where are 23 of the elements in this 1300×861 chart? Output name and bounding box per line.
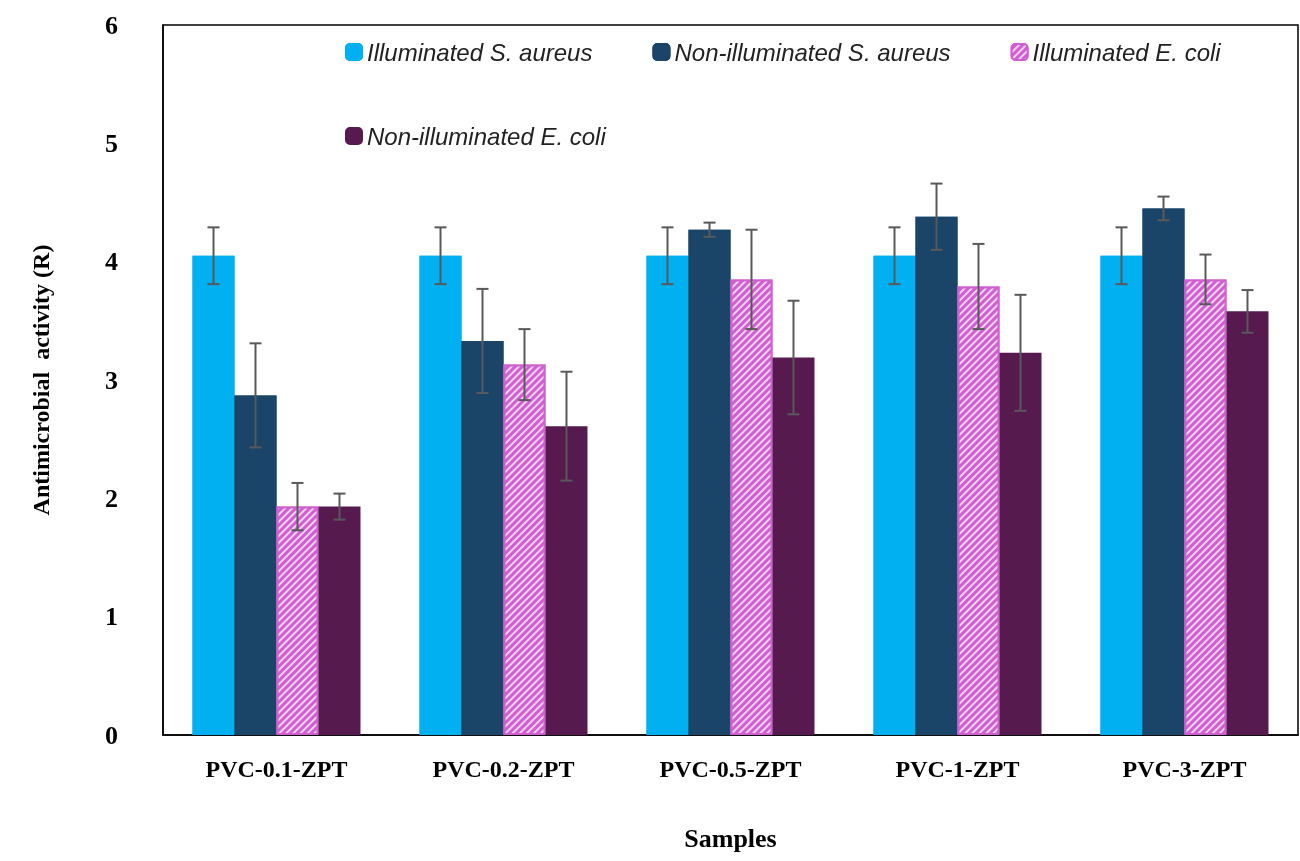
- x-tick-label: PVC-0.5-ZPT: [659, 756, 802, 782]
- y-tick-label: 5: [105, 128, 118, 158]
- legend-label: Non-illuminated E. coli: [367, 122, 607, 150]
- y-tick-label: 0: [105, 720, 118, 750]
- y-tick-label: 2: [105, 483, 118, 513]
- y-axis-title: Antimicrobial activity (R): [28, 244, 54, 516]
- x-tick-label: PVC-0.1-ZPT: [205, 756, 348, 782]
- y-tick-label: 3: [105, 365, 118, 395]
- legend-label: Non-illuminated S. aureus: [674, 38, 951, 66]
- x-tick-label: PVC-0.2-ZPT: [432, 756, 575, 782]
- legend-label: Illuminated S. aureus: [367, 38, 593, 66]
- bar: [999, 352, 1042, 735]
- y-tick-label: 1: [105, 602, 118, 632]
- legend-label: Illuminated E. coli: [1032, 38, 1222, 66]
- x-axis-title: Samples: [684, 823, 777, 853]
- bar: [545, 426, 588, 735]
- x-tick-label: PVC-1-ZPT: [895, 756, 1020, 782]
- bar: [772, 357, 815, 735]
- bar: [1226, 311, 1269, 735]
- y-tick-label: 4: [105, 247, 118, 277]
- y-tick-label: 6: [105, 10, 118, 40]
- x-tick-label: PVC-3-ZPT: [1122, 756, 1247, 782]
- bar: [318, 506, 361, 735]
